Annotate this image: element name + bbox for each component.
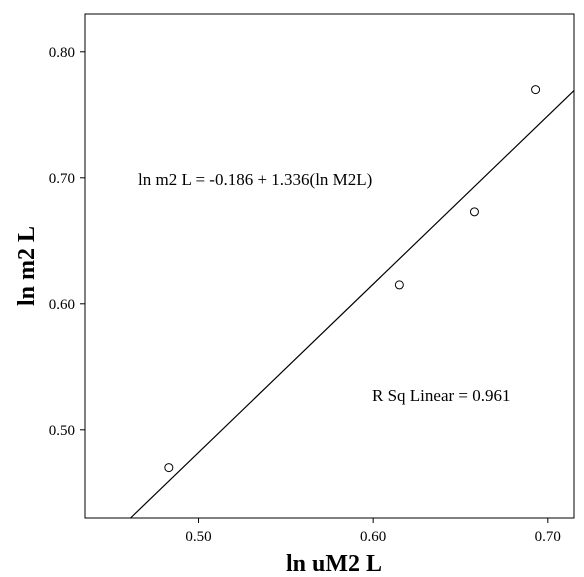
y-axis-title: ln m2 L [14, 226, 40, 306]
x-tick-label: 0.60 [360, 529, 386, 545]
data-point [394, 280, 404, 290]
regression-line [130, 90, 575, 519]
data-points [164, 85, 541, 473]
r-squared-label: R Sq Linear = 0.961 [372, 386, 511, 405]
y-axis: 0.50 0.60 0.70 0.80 [49, 45, 85, 439]
y-tick-label: 0.80 [49, 45, 75, 61]
x-tick-label: 0.50 [185, 529, 211, 545]
y-tick-label: 0.70 [49, 171, 75, 187]
x-axis: 0.50 0.60 0.70 [185, 518, 561, 545]
data-point [531, 85, 541, 95]
plot-area [84, 13, 575, 519]
y-tick-label: 0.60 [49, 297, 75, 313]
y-tick-label: 0.50 [49, 423, 75, 439]
regression-equation: ln m2 L = -0.186 + 1.336(ln M2L) [138, 170, 372, 189]
data-point [164, 463, 174, 473]
x-tick-label: 0.70 [535, 529, 561, 545]
data-point [469, 207, 479, 217]
x-axis-title: ln uM2 L [286, 551, 382, 577]
